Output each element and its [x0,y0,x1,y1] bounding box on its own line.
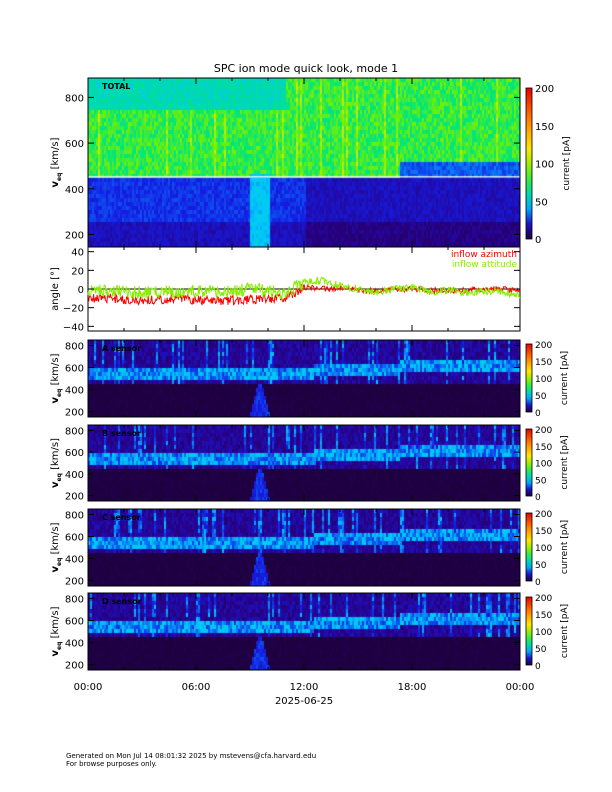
colorbar-tick-label: 0 [535,578,541,588]
footer: Generated on Mon Jul 14 08:01:32 2025 by… [66,752,316,768]
sensor-a-frame [87,339,521,418]
colorbar-tick-label: 0 [535,493,541,503]
y-tick-label: 600 [65,139,84,150]
sensor-c-spectrogram [88,509,520,586]
colorbar-tick-label: 200 [535,594,552,604]
legend-inflow-attitude: inflow attitude [452,260,518,270]
colorbar-label: current [pA] [560,520,570,574]
colorbar-tick-label: 150 [535,611,552,621]
sensor-d-spectrogram [88,593,520,670]
colorbar-tick-label: 150 [535,122,554,133]
y-tick-label: 800 [65,342,84,353]
y-tick-label: −40 [63,322,84,333]
angle-ylabel: angle [°] [50,267,61,311]
colorbar-tick-label: 50 [535,392,547,402]
x-axis-date: 2025-06-25 [275,696,333,707]
sensor-b-ylabel: veq [km/s] [50,438,63,488]
y-tick-label: 400 [65,470,84,481]
y-tick-label: 200 [65,661,84,672]
total-frame [87,77,521,248]
footer-disclaimer: For browse purposes only. [66,760,157,768]
x-tick-label: 18:00 [398,682,427,693]
chart-title: SPC ion mode quick look, mode 1 [214,62,398,75]
y-tick-label: 600 [65,617,84,628]
colorbar-tick-label: 100 [535,544,552,554]
sensor-b-spectrogram [88,425,520,501]
y-tick-label: 800 [65,426,84,437]
colorbar-tick-label: 100 [535,375,552,385]
y-tick-label: −20 [63,304,84,315]
y-tick-label: 200 [65,408,84,419]
y-tick-label: 200 [65,230,84,241]
colorbar-tick-label: 0 [535,409,541,419]
sensor-a-colorbar [525,343,533,413]
sensor-c-colorbar [525,512,533,582]
total-ylabel: veq [km/s] [50,137,63,187]
y-tick-label: 400 [65,386,84,397]
series-line-inflow-attitude [87,276,521,300]
colorbar-tick-label: 200 [535,426,552,436]
colorbar-tick-label: 200 [535,341,552,351]
y-tick-label: 400 [65,185,84,196]
sensor-c-ylabel: veq [km/s] [50,522,63,572]
colorbar-tick-label: 50 [535,197,548,208]
footer-generated: Generated on Mon Jul 14 08:01:32 2025 by… [66,752,317,760]
colorbar-label: current [pA] [562,136,572,190]
y-tick-label: 800 [65,93,84,104]
colorbar-tick-label: 200 [535,84,554,95]
sensor-a-ylabel: veq [km/s] [50,353,63,403]
sensor-b-colorbar [525,428,533,497]
y-tick-label: 800 [65,595,84,606]
sensor-a-spectrogram [88,340,520,417]
sensor-b-frame [87,424,521,502]
y-tick-label: 20 [71,266,84,277]
colorbar-tick-label: 150 [535,527,552,537]
sensor-c-frame [87,508,521,587]
sensor-d-frame [87,592,521,671]
colorbar-tick-label: 100 [535,628,552,638]
sensor-d-colorbar [525,596,533,666]
colorbar-label: current [pA] [560,351,570,405]
colorbar-tick-label: 200 [535,510,552,520]
x-tick-label: 00:00 [506,682,535,693]
colorbar-tick-label: 50 [535,561,547,571]
colorbar-tick-label: 50 [535,476,547,486]
y-tick-label: 400 [65,555,84,566]
sensor-a-label: A sensor [102,344,141,353]
x-tick-label: 00:00 [74,682,103,693]
y-tick-label: 600 [65,448,84,459]
legend-inflow-azimuth: inflow azimuth [451,250,517,260]
total-colorbar [525,87,533,240]
colorbar-label: current [pA] [560,435,570,489]
y-tick-label: 40 [71,248,84,259]
y-tick-label: 0 [78,285,84,296]
x-tick-label: 06:00 [182,682,211,693]
y-tick-label: 200 [65,492,84,503]
sensor-b-label: B sensor [102,429,141,438]
sensor-d-ylabel: veq [km/s] [50,606,63,656]
total-label: TOTAL [102,82,130,91]
y-tick-label: 400 [65,639,84,650]
y-tick-label: 800 [65,511,84,522]
colorbar-tick-label: 50 [535,645,547,655]
colorbar-tick-label: 0 [535,662,541,672]
colorbar-tick-label: 100 [535,460,552,470]
y-tick-label: 600 [65,364,84,375]
x-tick-label: 12:00 [290,682,319,693]
colorbar-tick-label: 100 [535,160,554,171]
colorbar-tick-label: 0 [535,235,541,246]
colorbar-tick-label: 150 [535,443,552,453]
colorbar-label: current [pA] [560,604,570,658]
total-spectrogram [88,78,520,247]
colorbar-tick-label: 150 [535,358,552,368]
sensor-c-label: C sensor [102,513,141,522]
y-tick-label: 200 [65,577,84,588]
sensor-d-label: D sensor [102,597,142,606]
y-tick-label: 600 [65,533,84,544]
